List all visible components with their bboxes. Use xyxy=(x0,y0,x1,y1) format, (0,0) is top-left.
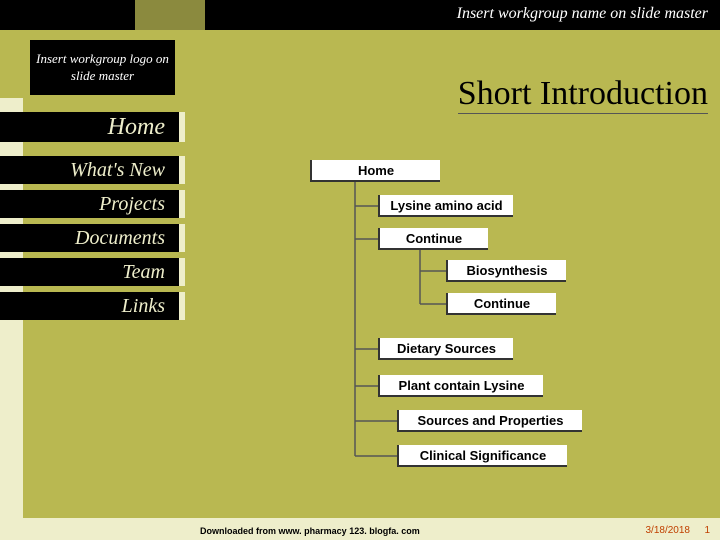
tree-node[interactable]: Dietary Sources xyxy=(378,338,513,360)
tree-node[interactable]: Continue xyxy=(378,228,488,250)
tree-node[interactable]: Continue xyxy=(446,293,556,315)
tree-node[interactable]: Home xyxy=(310,160,440,182)
tree-node[interactable]: Biosynthesis xyxy=(446,260,566,282)
footer-source: Downloaded from www. pharmacy 123. blogf… xyxy=(200,526,420,536)
tree-node[interactable]: Plant contain Lysine xyxy=(378,375,543,397)
tree-node[interactable]: Sources and Properties xyxy=(397,410,582,432)
footer-date: 3/18/2018 xyxy=(646,525,691,536)
tree-node[interactable]: Lysine amino acid xyxy=(378,195,513,217)
tree-node[interactable]: Clinical Significance xyxy=(397,445,567,467)
footer-page: 1 xyxy=(704,525,710,536)
org-tree: Home Lysine amino acid Continue Biosynthesi… xyxy=(0,0,720,540)
